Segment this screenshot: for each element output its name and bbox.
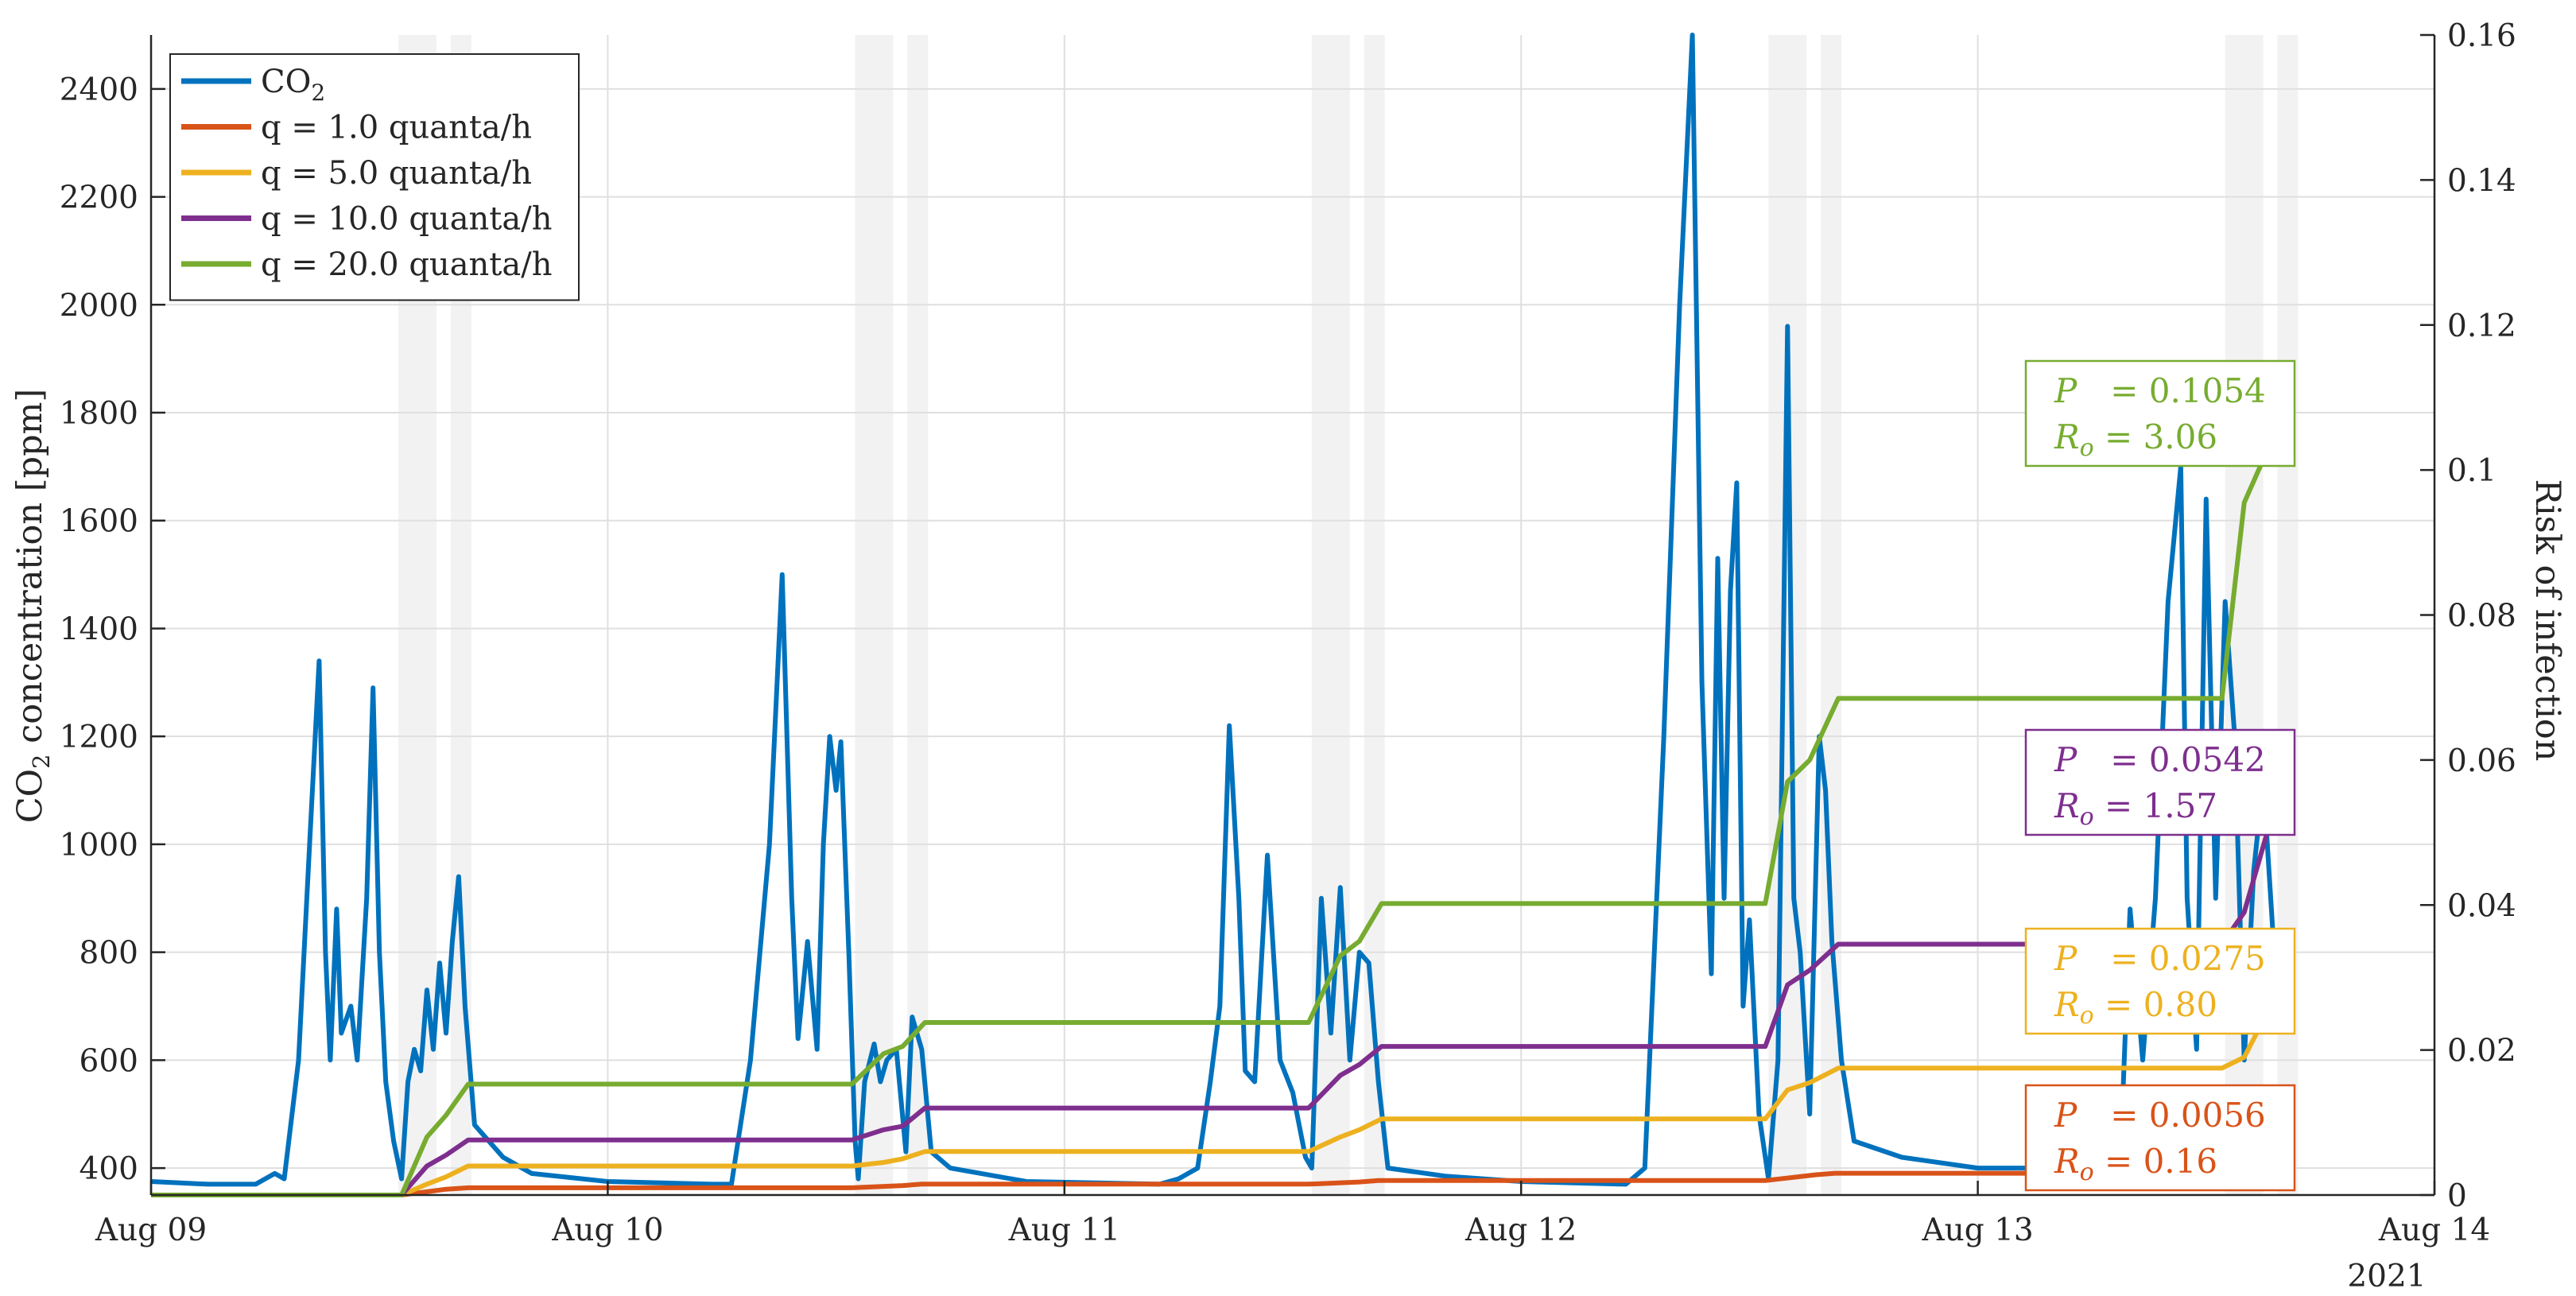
annotation-p-value: P = 0.0542	[2054, 740, 2266, 779]
x-tick-label: Aug 09	[95, 1213, 207, 1248]
y-left-tick-label: 1400	[60, 611, 138, 647]
series-line-q-5-0-quanta-h	[151, 994, 2279, 1197]
y-axis-right-title: Risk of infection	[2528, 479, 2567, 762]
annotation-box: P = 0.0275 Ro = 0.80	[2024, 927, 2296, 1035]
tick-labels: Aug 09 Aug 10 Aug 11 Aug 12 Aug 13 Aug 14 400 6…	[60, 18, 2516, 1248]
x-tick-label: Aug 11	[1008, 1213, 1120, 1248]
annotation-frame	[2024, 927, 2296, 1035]
series-line-q-20-0-quanta-h	[151, 429, 2279, 1197]
shaded-period	[907, 35, 929, 1195]
shaded-period	[1364, 35, 1385, 1195]
annotation-box: P = 0.0542 Ro = 1.57	[2024, 728, 2296, 836]
y-right-tick-label: 0.04	[2447, 888, 2516, 924]
y-left-tick-label: 1600	[60, 504, 138, 540]
axes	[149, 33, 2436, 1197]
annotation-p-value: P = 0.0056	[2054, 1096, 2266, 1135]
y-right-tick-label: 0.08	[2447, 599, 2516, 634]
annotation-p-value: P = 0.0275	[2054, 939, 2266, 978]
x-tick-label: Aug 10	[551, 1213, 663, 1248]
y-right-tick-label: 0.12	[2447, 308, 2516, 344]
shaded-period	[1768, 35, 1807, 1195]
annotation-ro-value: Ro = 1.57	[2054, 786, 2217, 831]
legend-box	[169, 53, 580, 301]
y-left-tick-label: 600	[80, 1043, 138, 1079]
annotation-ro-value: Ro = 3.06	[2054, 417, 2217, 462]
x-tick-label: Aug 13	[1921, 1213, 2033, 1248]
annotation-frame	[2024, 728, 2296, 836]
shaded-period	[855, 35, 894, 1195]
x-axis-year-label: 2021	[2347, 1259, 2426, 1294]
y-right-tick-label: 0.02	[2447, 1034, 2516, 1069]
y-left-tick-label: 1200	[60, 720, 138, 755]
annotation-frame	[2024, 359, 2296, 468]
x-tick-label: Aug 12	[1465, 1213, 1577, 1248]
annotation-box: P = 0.1054 Ro = 3.06	[2024, 359, 2296, 468]
y-left-tick-label: 2400	[60, 72, 138, 108]
series-line-q-1-0-quanta-h	[151, 1152, 2277, 1197]
y-right-tick-label: 0	[2447, 1178, 2467, 1214]
y-axis-left-title: CO2 concentration [ppm]	[10, 389, 55, 823]
annotation-box: P = 0.0056 Ro = 0.16	[2024, 1084, 2296, 1192]
legend-label: q = 10.0 quanta/h	[261, 201, 552, 238]
y-right-tick-label: 0.1	[2447, 453, 2496, 489]
y-left-tick-label: 400	[80, 1151, 138, 1187]
legend-label: q = 1.0 quanta/h	[261, 110, 532, 146]
y-left-tick-label: 800	[80, 936, 138, 972]
legend-label: q = 20.0 quanta/h	[261, 246, 552, 283]
annotation-frame	[2024, 1084, 2296, 1192]
series-layer	[150, 33, 2279, 1197]
annotation-ro-value: Ro = 0.80	[2054, 985, 2217, 1030]
series-line-co	[150, 33, 2275, 1187]
annotation-p-value: P = 0.1054	[2054, 371, 2266, 410]
y-right-tick-label: 0.14	[2447, 163, 2516, 199]
y-left-tick-label: 1000	[60, 828, 138, 863]
y-left-tick-label: 1800	[60, 396, 138, 432]
y-left-tick-label: 2200	[60, 180, 138, 216]
y-right-tick-label: 0.06	[2447, 743, 2516, 779]
y-right-tick-label: 0.16	[2447, 18, 2516, 54]
series-line-q-10-0-quanta-h	[151, 801, 2279, 1197]
annotation-ro-value: Ro = 0.16	[2054, 1142, 2217, 1186]
y-left-tick-label: 2000	[60, 288, 138, 324]
x-tick-label: Aug 14	[2378, 1213, 2490, 1248]
legend-label: q = 5.0 quanta/h	[261, 155, 532, 192]
